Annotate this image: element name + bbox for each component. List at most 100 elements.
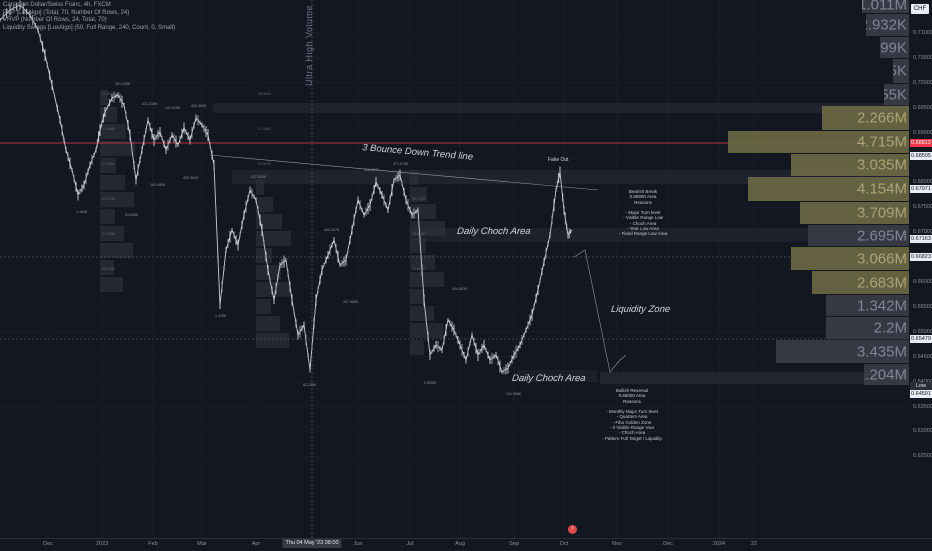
profile-bar: [100, 124, 126, 139]
volume-profile-value: 2.695M: [856, 227, 907, 244]
price-series: [0, 4, 573, 373]
volume-profile-row: 4.154M: [748, 177, 909, 201]
profile-bar: [256, 231, 291, 246]
volume-profile-row: 1.204M: [864, 364, 909, 385]
price-tick-label: 0.67000: [913, 229, 932, 236]
profile-bar: [256, 333, 289, 348]
volume-profile-row: 2.932K: [866, 14, 909, 36]
price-tag[interactable]: Low: [910, 382, 932, 390]
price-tag[interactable]: 0.67163: [910, 235, 932, 243]
time-tick-label: Apr: [251, 541, 261, 547]
note-line: - Pattern Full Target / Liquidity: [602, 435, 662, 441]
price-tag[interactable]: 0.64591: [910, 390, 932, 398]
indicator-liquidity-swings[interactable]: Liquidity Swings [LuxAlgo] (50, Full Ran…: [3, 24, 176, 31]
volume-profile-row: 2.266M: [822, 106, 909, 130]
swing-volume-label: 141.615K: [165, 106, 181, 110]
note-line: - Choch Area: [629, 220, 657, 226]
price-tick-label: 0.71000: [913, 30, 932, 36]
profile-bar: [410, 272, 444, 287]
indicator-vrvp[interactable]: VRVP (Number Of Rows, 24, Total, 70): [3, 17, 107, 24]
time-tick-label: 2023: [95, 541, 109, 547]
time-tick-label: Thu 04 May '23 08:00: [282, 539, 342, 548]
volume-profile-row: 1.011M: [862, 0, 909, 13]
indicator-legend[interactable]: Canadian Dollar/Swiss Franc, 4h, FXCM PV…: [3, 2, 175, 32]
choch-zone-bottom: [600, 372, 909, 384]
profile-bar: [100, 158, 116, 173]
price-tick-label: 0.68000: [913, 179, 932, 186]
note-line: - Monthly Major Turn level: [606, 409, 658, 415]
profile-bar: [100, 277, 123, 292]
swing-volume-label: 82.239K: [303, 383, 317, 387]
volume-profile-row: 355K: [884, 84, 909, 105]
volume-profile-row: 099K: [880, 37, 909, 58]
profile-bar: [410, 306, 434, 321]
time-tick-label: 22: [750, 541, 758, 547]
price-tag[interactable]: 0.68812: [910, 139, 932, 147]
left-profile-label: 60.963K: [258, 162, 272, 166]
swing-volume-label: 391.349K: [115, 82, 131, 86]
left-profile-label: 73.956K: [102, 92, 116, 96]
price-tick-label: 0.69000: [913, 129, 932, 136]
bullish-reversal-note: Bullish Reversal 0.65000 Area Reasons - Mo…: [596, 388, 668, 441]
price-axis[interactable]: [909, 0, 932, 538]
alert-marker-icon[interactable]: !: [568, 525, 577, 534]
swing-volume-label: 413.457K: [364, 168, 380, 172]
symbol-title[interactable]: Canadian Dollar/Swiss Franc, 4h, FXCM: [3, 2, 111, 8]
time-tick-label: Nov: [612, 541, 622, 547]
volume-profile-value: 2.932K: [866, 16, 907, 34]
currency-badge[interactable]: CHF: [911, 4, 929, 14]
time-tick-label: Dec: [43, 541, 53, 547]
volume-profile-value: 1.011M: [862, 0, 907, 13]
time-tick-label: Sep: [509, 541, 519, 547]
daily-choch-top-label: Daily Choch Area: [456, 226, 532, 237]
choch-zone-bottom-left: [517, 370, 597, 382]
time-tick-label: 2024: [712, 541, 726, 547]
volume-profile-value: 1.204M: [864, 366, 907, 383]
volume-profile-value: 099K: [880, 39, 907, 56]
note-line: - Fixed Range Low Area: [618, 231, 668, 237]
profile-bar: [100, 243, 133, 258]
swing-volume-label: 371.975K: [393, 162, 409, 166]
swing-volume-label: 2.825M: [424, 381, 436, 385]
volume-profile-row: 1.342M: [826, 295, 909, 316]
profile-bar: [100, 260, 114, 275]
note-line: Reasons: [634, 199, 652, 205]
volume-profile-value: 4.154M: [856, 180, 907, 198]
projection-path: [573, 249, 627, 373]
volume-profile-value: 3.435M: [856, 343, 907, 360]
left-profile-label: 68.564K: [258, 92, 272, 96]
time-axis[interactable]: [0, 538, 932, 551]
price-tag[interactable]: 0.65479: [910, 335, 932, 343]
note-line: - Quarters Area: [616, 414, 648, 420]
bearish-break-note: Bearish Break 0.66900 Area Reasons - Major…: [608, 189, 678, 237]
swing-volume-label: 397.688K: [343, 300, 359, 304]
price-tick-label: 0.64000: [913, 379, 932, 385]
note-line: 0.65000 Area: [618, 393, 646, 399]
note-line: 0.66900 Area: [629, 194, 657, 200]
profile-bar: [410, 170, 418, 185]
swing-volume-label: 421.218K: [142, 102, 158, 106]
price-tick-label: 0.67500: [913, 204, 932, 211]
volume-profile-value: 3.709M: [856, 204, 907, 222]
swing-volume-label: 450.359K: [191, 104, 207, 108]
price-tag[interactable]: 0.67971: [910, 185, 932, 193]
time-tick-label: Jul: [406, 541, 414, 547]
profile-bar: [256, 316, 280, 331]
note-line: - 0 Visible Range Vwo: [609, 425, 655, 431]
left-profile-label: 31.096K: [102, 162, 116, 166]
profile-bar: [100, 209, 115, 224]
time-tick-label: Dec: [663, 541, 673, 547]
profile-bar: [256, 214, 282, 229]
volume-profile-row: 3.035M: [791, 154, 909, 176]
left-profile-label: 33.306K: [102, 232, 116, 236]
price-tag[interactable]: 0.68505: [910, 152, 932, 160]
profile-bar: [410, 289, 425, 304]
price-tick-label: 0.69500: [913, 104, 932, 111]
indicator-pvp[interactable]: PVP [LuxAlgo] (Total, 70, Number Of Rows…: [3, 9, 130, 16]
left-profile-label: 55.036K: [102, 267, 116, 271]
volume-profile-value: 1.342M: [856, 297, 907, 314]
volume-profile-value: 355K: [884, 86, 907, 103]
profile-bar: [100, 90, 108, 105]
price-tag[interactable]: 0.66823: [910, 253, 932, 261]
